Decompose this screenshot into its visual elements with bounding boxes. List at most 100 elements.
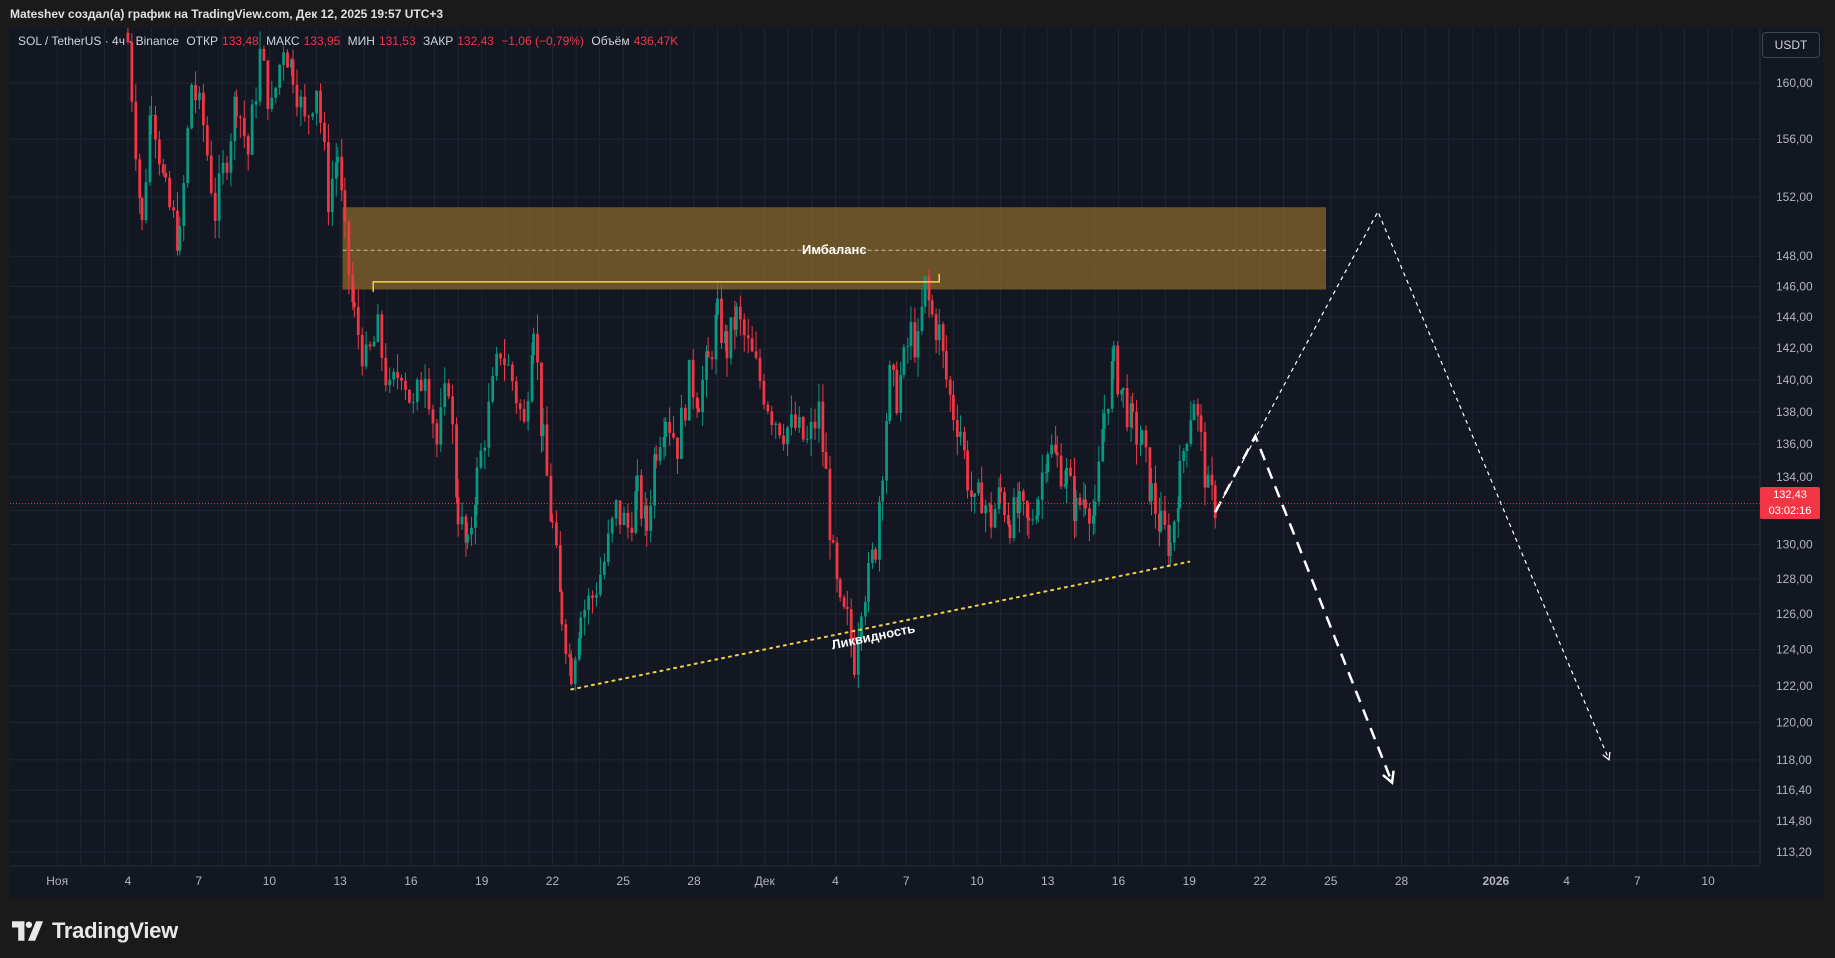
candle: [221, 150, 225, 185]
candle-body: [483, 447, 487, 451]
candle: [1106, 408, 1110, 425]
time-tick-label: 10: [263, 874, 277, 888]
candle-body: [164, 173, 168, 178]
candle: [888, 360, 892, 425]
candle-body: [735, 306, 738, 330]
candle-body: [944, 351, 948, 380]
candle-body: [1139, 444, 1142, 446]
candle: [937, 308, 941, 355]
candle-body: [934, 314, 938, 341]
candle-body: [1203, 431, 1207, 488]
candle: [134, 84, 138, 172]
candle: [758, 348, 762, 389]
candle: [1110, 348, 1114, 413]
candle: [1116, 341, 1120, 398]
candle-body: [786, 427, 789, 445]
candle: [845, 590, 849, 626]
grid: [10, 28, 1760, 866]
candle: [464, 513, 468, 557]
price-tick-label: 136,00: [1776, 437, 1813, 451]
candle-body: [518, 403, 522, 409]
candle: [948, 375, 952, 412]
candle-body: [464, 516, 468, 543]
candle: [198, 86, 201, 110]
candle-body: [602, 561, 606, 575]
candle: [654, 445, 658, 469]
candle-body: [606, 533, 610, 562]
candle: [774, 421, 778, 439]
candle: [842, 594, 846, 610]
candle: [909, 306, 913, 361]
candle-body: [380, 314, 384, 358]
candle-body: [530, 355, 534, 402]
candle-body: [221, 162, 225, 174]
candle-body: [687, 359, 691, 421]
chart-frame[interactable]: 160,00 156,00 152,00 148,00 146,00 144,00 142,…: [10, 28, 1823, 898]
candle-body: [1150, 483, 1153, 502]
candle-body: [356, 307, 360, 335]
candle-body: [1035, 515, 1039, 520]
chart-canvas[interactable]: 160,00 156,00 152,00 148,00 146,00 144,00 142,…: [10, 28, 1823, 898]
candle-body: [540, 362, 543, 436]
candle: [447, 379, 451, 400]
candle-body: [691, 359, 695, 398]
candle: [984, 499, 988, 533]
candle-body: [209, 155, 213, 193]
candle-body: [1084, 499, 1087, 509]
candle: [871, 542, 874, 569]
candle: [821, 384, 825, 467]
candle: [577, 631, 581, 662]
candle-body: [714, 314, 718, 360]
candle: [622, 506, 626, 526]
candle: [262, 45, 266, 62]
candle: [246, 133, 250, 171]
candle: [568, 643, 572, 677]
forecast-bullish-path: [1214, 210, 1610, 761]
candle: [549, 463, 553, 523]
candle-body: [194, 84, 197, 101]
candle-body: [466, 534, 469, 543]
brand[interactable]: TradingView: [12, 918, 178, 944]
candle-body: [415, 379, 419, 403]
candle: [913, 307, 917, 363]
candle-body: [419, 379, 423, 391]
candle-body: [595, 594, 598, 598]
candle: [487, 383, 491, 457]
candle-body: [1125, 387, 1129, 428]
candle-body: [545, 424, 549, 476]
candle-body: [797, 417, 801, 428]
candle: [1129, 396, 1133, 442]
candle: [242, 100, 246, 148]
candle: [680, 394, 683, 460]
currency-button[interactable]: USDT: [1762, 32, 1820, 58]
candle: [1169, 524, 1172, 566]
candle-body: [997, 487, 1001, 509]
time-tick-label: 13: [334, 874, 348, 888]
candle: [701, 365, 704, 427]
candle-body: [1163, 510, 1167, 525]
candle-body: [148, 115, 152, 183]
candle: [168, 170, 171, 211]
candle: [526, 391, 530, 431]
candle-body: [368, 344, 372, 347]
candle: [1210, 456, 1214, 501]
candle: [1021, 488, 1025, 516]
candle-body: [274, 87, 278, 98]
forecast-bullish-path-arrowhead: [1602, 751, 1611, 762]
candle-body: [262, 48, 266, 61]
candle-body: [126, 32, 130, 42]
time-tick-label: 7: [903, 874, 910, 888]
candle: [1185, 442, 1189, 468]
candle: [746, 318, 750, 354]
candle-body: [856, 638, 860, 675]
candle-body: [1199, 415, 1203, 432]
candle: [205, 116, 209, 161]
candle-body: [1185, 443, 1189, 452]
candle-body: [587, 595, 590, 610]
candle: [392, 368, 396, 387]
candle-body: [507, 364, 510, 366]
candle-body: [639, 475, 643, 519]
price-tick-label: 134,00: [1776, 470, 1813, 484]
symbol-name[interactable]: SOL / TetherUS · 4ч · Binance: [18, 34, 179, 48]
candle-body: [1065, 467, 1068, 485]
